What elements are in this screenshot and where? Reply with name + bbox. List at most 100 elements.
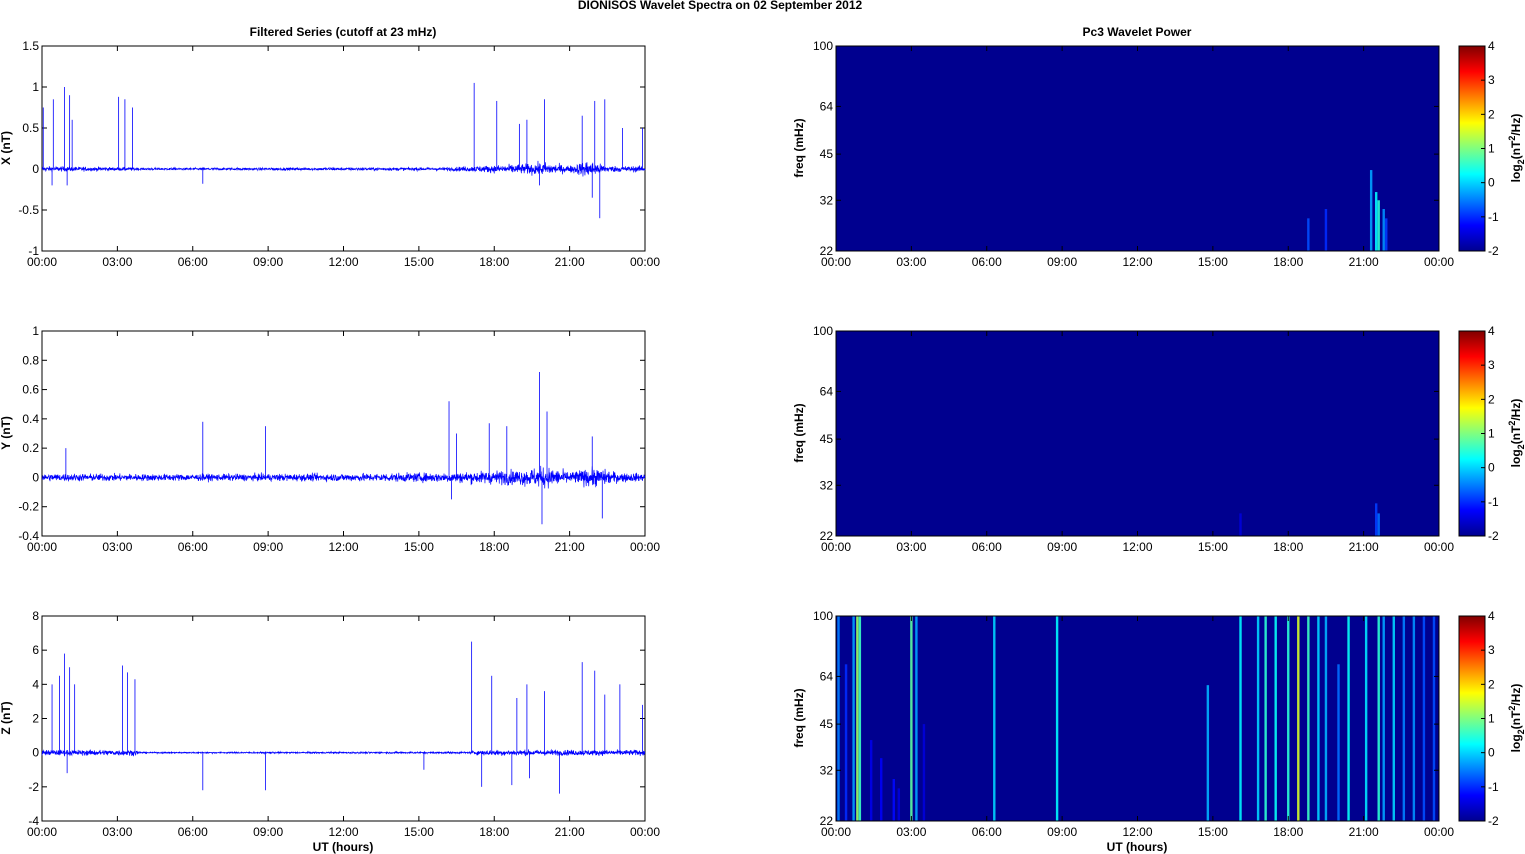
- x-tick-label: 09:00: [253, 540, 283, 554]
- power-streak: [1412, 616, 1416, 821]
- power-streak: [1307, 218, 1310, 251]
- y-tick-label: -2: [28, 780, 39, 794]
- x-tick-label: 06:00: [972, 825, 1002, 839]
- x-tick-label: 15:00: [404, 540, 434, 554]
- power-streak: [1287, 616, 1290, 821]
- right-column-title: Pc3 Wavelet Power: [1083, 25, 1192, 39]
- wx-power-streaks: [1307, 170, 1388, 251]
- power-streak: [1206, 685, 1210, 821]
- wx-colorbar-label: log2(nT2/Hz): [1507, 114, 1525, 183]
- colorbar-tick-label: 2: [1488, 392, 1495, 406]
- power-streak: [1347, 616, 1350, 821]
- power-streak: [1377, 616, 1380, 821]
- y-tick-label: -4: [28, 814, 39, 828]
- colorbar-tick-label: 3: [1488, 73, 1495, 87]
- x-tick-label: 15:00: [1198, 825, 1228, 839]
- power-streak: [1239, 616, 1242, 821]
- power-streak: [1374, 503, 1378, 536]
- x-tick-label: 15:00: [404, 825, 434, 839]
- x-tick-label: 09:00: [1047, 255, 1077, 269]
- power-streak: [922, 724, 926, 821]
- x-y-axis-label: X (nT): [0, 131, 13, 165]
- y-tick-label: 64: [820, 384, 834, 398]
- z-y-axis-label: Z (nT): [0, 701, 13, 734]
- power-streak: [1422, 616, 1426, 821]
- power-streak: [1402, 616, 1406, 821]
- x-tick-label: 18:00: [479, 540, 509, 554]
- x-tick-label: 18:00: [1273, 540, 1303, 554]
- power-streak: [1324, 209, 1328, 251]
- power-streak: [1374, 192, 1378, 251]
- y-tick-label: 100: [813, 39, 833, 53]
- y-tick-label: 22: [820, 814, 834, 828]
- x-tick-label: 15:00: [1198, 255, 1228, 269]
- x-tick-label: 18:00: [479, 825, 509, 839]
- y-tick-label: 0.6: [22, 383, 39, 397]
- x-tick-label: 18:00: [1273, 255, 1303, 269]
- y-plot-area: [41, 330, 646, 537]
- y-series-panel: -0.4 -0.2 0 0.2 0.4 0.6 0.8 1 00:00 03:00 06:00 09…: [0, 324, 660, 554]
- x-tick-label: 06:00: [178, 825, 208, 839]
- x-tick-label: 15:00: [404, 255, 434, 269]
- x-tick-label: 21:00: [555, 540, 585, 554]
- y-tick-label: 1: [32, 80, 39, 94]
- power-streak: [1392, 616, 1395, 821]
- y-signal-line: [41, 465, 646, 489]
- power-streak: [993, 616, 996, 821]
- figure-title: DIONISOS Wavelet Spectra on 02 September…: [578, 0, 863, 12]
- y-tick-label: -0.4: [18, 529, 39, 543]
- power-streak: [837, 616, 840, 821]
- colorbar-tick-label: 0: [1488, 746, 1495, 760]
- y-tick-label: 32: [820, 478, 834, 492]
- x-tick-label: 00:00: [821, 825, 851, 839]
- x-x-ticks: 00:00 03:00 06:00 09:00 12:00 15:00 18:00 21:00…: [27, 46, 660, 269]
- wy-colorbar-label: log2(nT2/Hz): [1507, 399, 1525, 468]
- z-series-panel: -4 -2 0 2 4 6 8 00:00 03:00 06:00 09:00 12:00 15:00…: [0, 609, 660, 854]
- z-signal-line: [41, 748, 646, 757]
- y-tick-label: 6: [32, 643, 39, 657]
- x-tick-label: 00:00: [630, 825, 660, 839]
- wz-colorbar-label: log2(nT2/Hz): [1507, 684, 1525, 753]
- wx-y-ticks: 22 32 45 64 100: [813, 39, 1439, 258]
- x-tick-label: 09:00: [1047, 825, 1077, 839]
- y-tick-label: 22: [820, 529, 834, 543]
- y-tick-label: 0.5: [22, 121, 39, 135]
- x-tick-label: 00:00: [1424, 825, 1454, 839]
- colorbar-tick-label: -1: [1488, 780, 1499, 794]
- y-tick-label: 45: [820, 717, 834, 731]
- x-tick-label: 06:00: [178, 540, 208, 554]
- x-tick-label: 21:00: [555, 255, 585, 269]
- colorbar-tick-label: 4: [1488, 609, 1495, 623]
- y-y-axis-label: Y (nT): [0, 416, 13, 450]
- wz-y-axis-label: freq (mHz): [792, 688, 806, 747]
- y-tick-label: 0.8: [22, 353, 39, 367]
- x-tick-label: 00:00: [630, 540, 660, 554]
- colorbar-tick-label: 1: [1488, 142, 1495, 156]
- x-tick-label: 18:00: [479, 255, 509, 269]
- power-streak: [1385, 218, 1388, 251]
- x-tick-label: 00:00: [630, 255, 660, 269]
- x-tick-label: 00:00: [27, 540, 57, 554]
- power-streak: [897, 788, 901, 821]
- colorbar-tick-label: 4: [1488, 324, 1495, 338]
- wy-x-ticks: 00:00 03:00 06:00 09:00 12:00 15:00 18:00 21:00…: [821, 331, 1454, 554]
- wy-heatmap-area: [836, 331, 1439, 536]
- colorbar-tick-label: -1: [1488, 210, 1499, 224]
- x-tick-label: 00:00: [27, 255, 57, 269]
- y-tick-label: 100: [813, 324, 833, 338]
- x-tick-label: 12:00: [1122, 255, 1152, 269]
- power-streak: [1239, 513, 1242, 536]
- z-x-ticks: 00:00 03:00 06:00 09:00 12:00 15:00 18:00 21:00…: [27, 616, 660, 839]
- y-tick-label: 2: [32, 712, 39, 726]
- colorbar-tick-label: -1: [1488, 495, 1499, 509]
- wz-x-axis-label: UT (hours): [1107, 840, 1168, 854]
- power-streak: [1364, 616, 1368, 821]
- wy-y-ticks: 22 32 45 64 100: [813, 324, 1439, 543]
- colorbar-tick-label: 4: [1488, 39, 1495, 53]
- colorbar-tick-label: 2: [1488, 677, 1495, 691]
- power-streak: [915, 616, 918, 821]
- y-tick-label: 45: [820, 147, 834, 161]
- colorbar-tick-label: 1: [1488, 712, 1495, 726]
- x-tick-label: 03:00: [102, 540, 132, 554]
